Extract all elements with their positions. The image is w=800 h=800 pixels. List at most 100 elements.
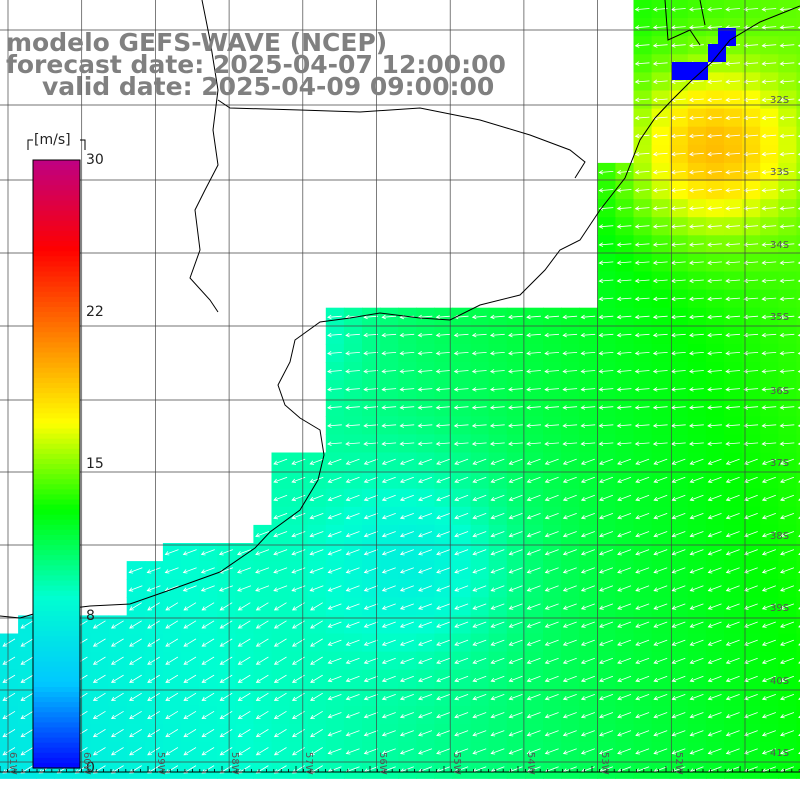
wind-arrow	[328, 476, 342, 483]
wind-arrow-head	[345, 641, 351, 646]
wind-arrow	[364, 352, 379, 354]
wind-arrow	[491, 639, 505, 646]
wind-arrow	[310, 747, 323, 756]
wind-arrow-head	[273, 696, 279, 701]
wind-arrow	[780, 261, 795, 264]
wind-arrow	[237, 585, 252, 592]
wind-arrow-head	[725, 587, 731, 592]
wind-arrow-head	[670, 79, 676, 84]
wind-arrow-head	[273, 514, 278, 520]
wind-arrow	[20, 710, 34, 719]
wind-arrow-head	[689, 115, 694, 121]
wind-arrow	[780, 549, 795, 555]
wind-arrow-head	[562, 623, 568, 628]
colorbar-unit-bracket	[27, 139, 86, 150]
wind-arrow	[635, 442, 650, 445]
wind-arrow	[635, 549, 650, 555]
wind-arrow	[238, 620, 251, 629]
wind-arrow-head	[635, 460, 640, 465]
wind-arrow-head	[761, 750, 767, 755]
wind-arrow	[545, 531, 559, 537]
wind-speed-cell	[181, 687, 200, 707]
wind-arrow	[653, 639, 668, 646]
wind-arrow	[762, 315, 777, 318]
wind-arrow-head	[689, 695, 695, 701]
wind-arrow	[708, 585, 722, 592]
wind-arrow	[165, 638, 179, 647]
wind-arrow-head	[201, 751, 207, 756]
wind-arrow-head	[310, 733, 315, 738]
wind-arrow	[707, 243, 722, 246]
wind-arrow	[726, 80, 741, 83]
wind-arrow-head	[183, 769, 189, 774]
wind-arrow-head	[489, 369, 495, 374]
colorbar-segment	[33, 676, 80, 683]
wind-arrow	[744, 621, 758, 628]
wind-arrow	[328, 494, 342, 501]
wind-arrow-head	[291, 642, 297, 647]
wind-arrow	[472, 694, 487, 700]
wind-speed-cell	[162, 705, 182, 725]
wind-arrow-head	[652, 423, 658, 428]
wind-arrow-head	[598, 224, 604, 229]
wind-arrow	[707, 352, 722, 354]
wind-arrow-head	[418, 605, 423, 610]
wind-arrow-head	[743, 551, 749, 556]
wind-arrow-head	[779, 43, 785, 48]
wind-arrow	[273, 494, 288, 501]
wind-arrow-head	[761, 79, 767, 84]
wind-arrow	[780, 243, 795, 246]
wind-arrow	[545, 406, 560, 409]
wind-arrow	[436, 388, 451, 391]
wind-arrow-head	[797, 189, 800, 192]
wind-arrow	[690, 476, 704, 483]
wind-arrow	[346, 567, 360, 573]
wind-speed-cell	[181, 760, 200, 779]
wind-arrow-head	[508, 732, 514, 737]
wind-arrow	[744, 297, 759, 300]
wind-arrow-head	[237, 660, 243, 665]
wind-arrow	[780, 352, 795, 354]
colorbar-segment	[33, 453, 80, 460]
wind-arrow-head	[526, 423, 531, 428]
wind-arrow	[726, 370, 741, 372]
wind-speed-cell	[162, 669, 182, 689]
wind-arrow-head	[489, 332, 495, 338]
wind-arrow-head	[164, 551, 170, 556]
wind-arrow-head	[363, 369, 368, 374]
wind-arrow	[345, 406, 360, 409]
wind-arrow	[762, 675, 776, 682]
wind-arrow-head	[689, 314, 694, 320]
wind-arrow-head	[381, 641, 387, 646]
wind-arrow	[617, 675, 632, 682]
wind-arrow-head	[417, 423, 423, 428]
wind-speed-cell	[796, 687, 800, 707]
wind-arrow-head	[671, 750, 677, 755]
wind-arrow-head	[399, 623, 405, 628]
wind-arrow-head	[779, 97, 785, 103]
wind-arrow	[436, 603, 451, 610]
wind-arrow-head	[110, 751, 116, 756]
wind-arrow-head	[689, 97, 694, 103]
wind-arrow-head	[562, 460, 568, 465]
wind-arrow-head	[381, 587, 387, 592]
wind-arrow	[418, 424, 433, 427]
wind-arrow	[653, 406, 668, 409]
wind-speed-cell	[289, 742, 309, 761]
wind-speed-cell	[217, 633, 236, 653]
wind-arrow-head	[725, 460, 731, 465]
wind-arrow	[509, 567, 523, 573]
wind-speed-cell	[217, 742, 236, 761]
wind-arrow-head	[780, 659, 785, 664]
wind-arrow	[599, 297, 614, 300]
colorbar-segment	[33, 681, 80, 688]
wind-arrow-head	[761, 677, 767, 683]
wind-arrow-head	[490, 533, 496, 538]
wind-arrow	[744, 585, 758, 592]
wind-arrow-head	[562, 387, 567, 392]
wind-arrow	[708, 748, 722, 754]
colorbar-segment	[33, 190, 80, 197]
wind-arrow-head	[291, 551, 297, 556]
wind-arrow-head	[454, 605, 459, 610]
wind-arrow	[672, 549, 686, 555]
